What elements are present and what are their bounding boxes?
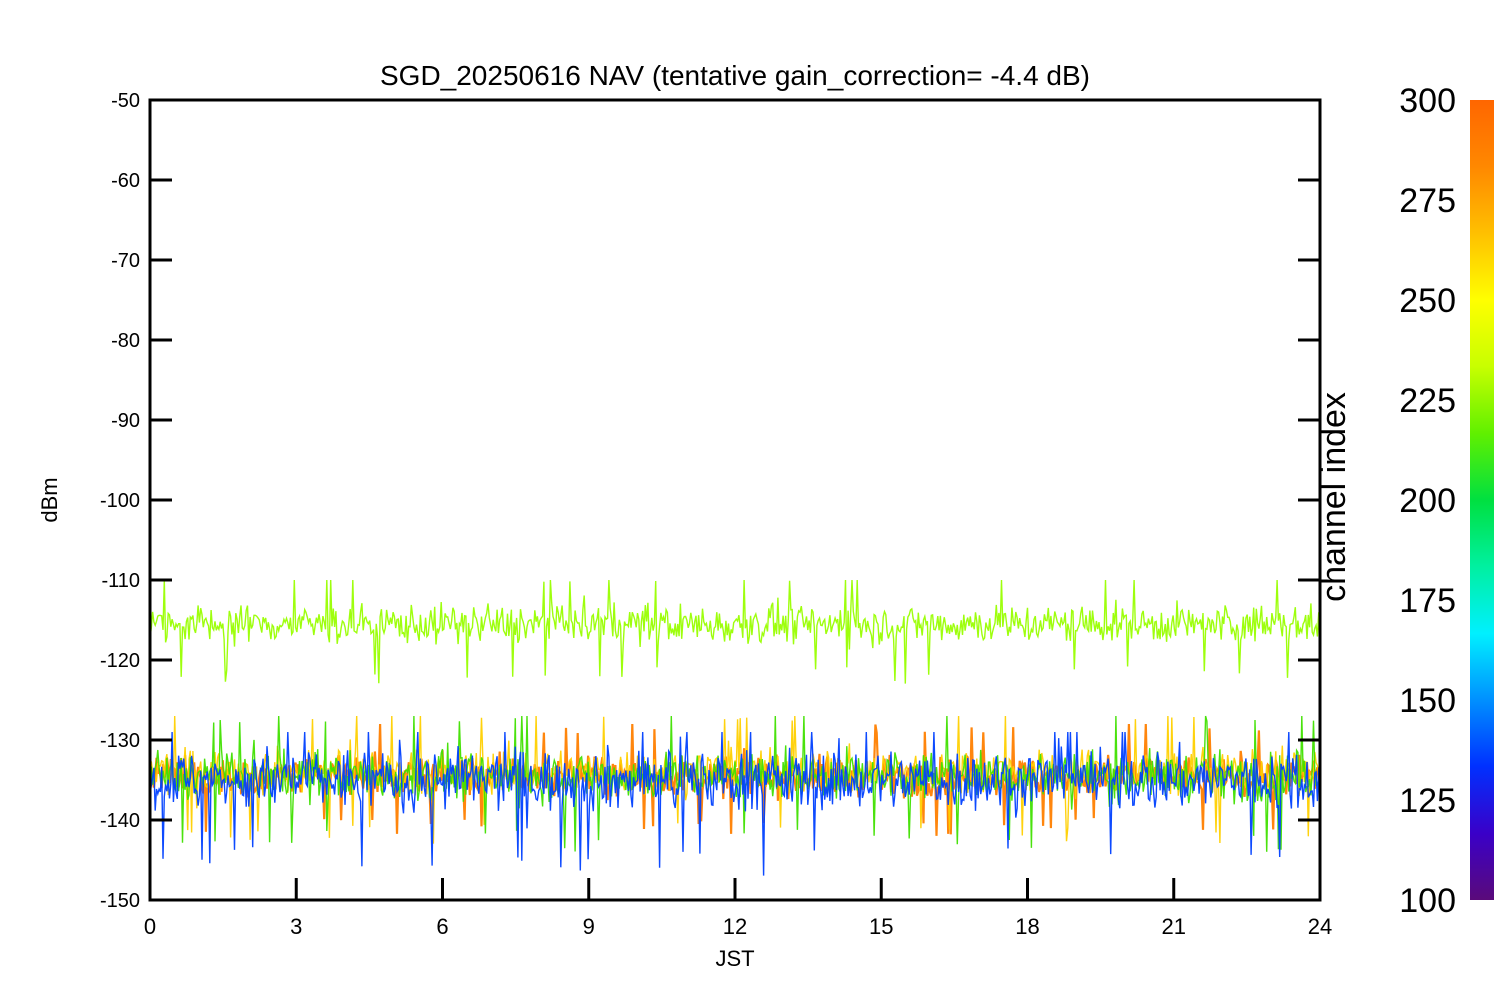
y-tick-label: -130 <box>100 730 140 752</box>
x-tick-label: 18 <box>1015 914 1039 939</box>
colorbar-tick-label: 175 <box>1399 582 1456 620</box>
colorbar-ticks: 300 275 250 225 200 175 150 125 100 <box>1399 82 1456 920</box>
colorbar-tick-label: 100 <box>1399 882 1456 920</box>
colorbar-tick-label: 300 <box>1399 82 1456 120</box>
y-tick-label: -70 <box>111 250 140 272</box>
y-axis: -50 -60 -70 -80 -90 -100 -110 -120 -130 -140 -150 <box>100 90 1320 912</box>
x-tick-label: 15 <box>869 914 893 939</box>
colorbar-label: channel index <box>1315 392 1353 602</box>
y-tick-label: -50 <box>111 90 140 112</box>
colorbar-tick-label: 150 <box>1399 682 1456 720</box>
x-tick-label: 12 <box>723 914 747 939</box>
colorbar-tick-label: 225 <box>1399 382 1456 420</box>
colorbar-tick-label: 250 <box>1399 282 1456 320</box>
x-tick-label: 24 <box>1308 914 1332 939</box>
x-tick-label: 9 <box>583 914 595 939</box>
colorbar-tick-label: 275 <box>1399 182 1456 220</box>
y-tick-label: -110 <box>101 570 140 592</box>
x-tick-label: 0 <box>144 914 156 939</box>
y-axis-label: dBm <box>37 477 62 522</box>
y-tick-label: -90 <box>111 410 140 432</box>
y-tick-label: -150 <box>100 890 140 912</box>
y-tick-label: -80 <box>111 330 140 352</box>
x-tick-label: 6 <box>436 914 448 939</box>
colorbar-tick-label: 125 <box>1399 782 1456 820</box>
x-tick-label: 21 <box>1162 914 1186 939</box>
y-tick-label: -120 <box>100 650 140 672</box>
y-tick-label: -140 <box>100 810 140 832</box>
series-line <box>150 731 1320 876</box>
y-tick-label: -60 <box>111 170 140 192</box>
colorbar-tick-label: 200 <box>1399 482 1456 520</box>
series-line <box>150 579 1320 684</box>
x-axis: 0 3 6 9 12 15 18 21 24 <box>144 878 1332 939</box>
chart-title: SGD_20250616 NAV (tentative gain_correct… <box>380 60 1090 91</box>
series-line <box>150 715 1320 852</box>
x-axis-label: JST <box>715 946 754 971</box>
y-tick-label: -100 <box>100 490 140 512</box>
series-layer <box>150 579 1320 876</box>
x-tick-label: 3 <box>290 914 302 939</box>
colorbar <box>1470 100 1494 900</box>
